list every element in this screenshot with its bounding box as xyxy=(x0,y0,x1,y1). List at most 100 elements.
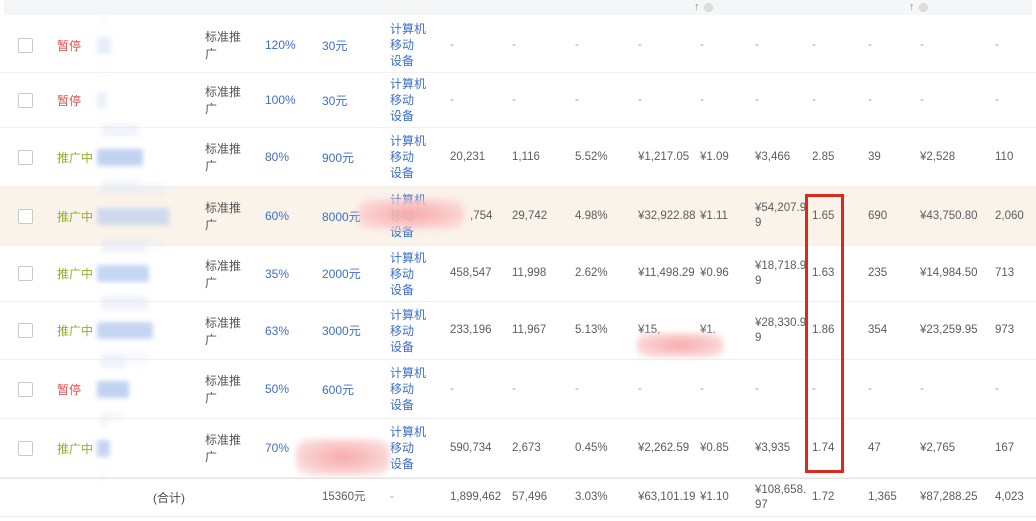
budget-link[interactable]: 30元 xyxy=(322,93,348,108)
row-checkbox[interactable] xyxy=(18,323,33,338)
table-header-strip: ↑ ↑ xyxy=(4,0,1032,15)
impressions-value: 590,734 xyxy=(450,441,492,454)
metric-10-value: 713 xyxy=(995,267,1015,279)
row-checkbox[interactable] xyxy=(18,37,33,53)
cost-value: ¥32,922.88 xyxy=(638,209,696,222)
budget-link[interactable]: 30元 xyxy=(322,38,348,53)
ctr-value: 4.98% xyxy=(575,209,608,222)
ctr-value: 5.52% xyxy=(575,150,608,163)
campaign-name-cell xyxy=(97,182,205,249)
device-link[interactable]: 计算机 移动 设备 xyxy=(390,250,427,297)
metric-10-cell: 973 xyxy=(995,302,1036,359)
row-checkbox[interactable] xyxy=(18,92,33,108)
metric-6-value: ¥3,935 xyxy=(755,441,791,454)
cost-value: - xyxy=(638,38,642,51)
metric-6-cell: ¥28,330.99 xyxy=(755,302,812,359)
metric-6-value: - xyxy=(755,382,759,395)
table-row: 推广中 标准推广 80% 900元 计算机 移动 设备 20,231 1,116 5.52% ¥1… xyxy=(0,123,1036,190)
impressions-value: - xyxy=(450,382,454,395)
metric-6-cell: ¥18,718.99 xyxy=(755,246,812,301)
budget-link[interactable]: 3000元 xyxy=(322,324,361,338)
ctr-cell: 2.62% xyxy=(572,246,638,301)
campaign-name-redacted[interactable] xyxy=(97,11,111,78)
budget-link[interactable]: 600元 xyxy=(322,382,355,397)
cost-value: ¥11,498.29 xyxy=(638,267,695,279)
impressions-cell: - xyxy=(450,73,512,127)
metric-6-cell: - xyxy=(755,360,812,418)
campaign-name-redacted[interactable] xyxy=(97,182,169,249)
bid-ratio-link[interactable]: 63% xyxy=(265,323,290,338)
budget-link[interactable]: 900元 xyxy=(322,150,355,165)
bid-ratio-cell: 120% xyxy=(250,18,305,72)
metric-8-value: 690 xyxy=(868,209,888,222)
bid-ratio-link[interactable]: 100% xyxy=(265,93,296,107)
cost-value: ¥2,262.59 xyxy=(638,441,690,454)
bid-ratio-link[interactable]: 35% xyxy=(265,266,290,281)
row-checkbox[interactable] xyxy=(18,440,33,456)
avg-click-price-value: - xyxy=(700,93,704,106)
cost-value: - xyxy=(638,382,642,395)
metric-7-value: - xyxy=(812,93,816,106)
metric-9-cell: ¥14,984.50 xyxy=(920,246,995,301)
device-link[interactable]: 计算机 移动 设备 xyxy=(390,307,427,354)
metric-10-value: - xyxy=(995,93,999,106)
row-checkbox[interactable] xyxy=(18,381,33,397)
budget-link[interactable]: 8000元 xyxy=(322,209,361,224)
budget-link[interactable]: 2000元 xyxy=(322,267,361,281)
clicks-value: 11,967 xyxy=(512,324,547,336)
row-checkbox[interactable] xyxy=(18,149,33,165)
help-icon[interactable] xyxy=(703,3,713,12)
cost-cell: ¥11,498.29 xyxy=(638,246,700,301)
bid-ratio-link[interactable]: 80% xyxy=(265,150,290,164)
ctr-value: - xyxy=(575,382,579,395)
avg-click-price-value: - xyxy=(700,38,704,51)
clicks-value: 29,742 xyxy=(512,209,548,222)
device-link[interactable]: 计算机 移动 设备 xyxy=(390,193,427,239)
promotion-type-label: 标准推广 xyxy=(205,433,242,464)
status-label: 推广中 xyxy=(57,209,94,224)
campaign-name-redacted[interactable] xyxy=(97,297,153,363)
metric-7-value: - xyxy=(812,38,816,51)
metric-9-cell: ¥43,750.80 xyxy=(920,187,995,245)
device-link[interactable]: 计算机 移动 设备 xyxy=(390,425,427,471)
sort-ascending-icon[interactable]: ↑ xyxy=(909,1,915,13)
promotion-type-label: 标准推广 xyxy=(205,258,242,290)
metric-9-value: ¥2,765 xyxy=(920,441,956,454)
ctr-cell: - xyxy=(572,360,638,418)
device-link[interactable]: 计算机 移动 设备 xyxy=(390,134,427,180)
bid-ratio-link[interactable]: 70% xyxy=(265,441,290,455)
help-icon[interactable] xyxy=(918,3,928,12)
avg-click-price-total-cell: ¥1.10 xyxy=(700,479,755,516)
device-link[interactable]: 计算机 移动 设备 xyxy=(390,366,427,412)
cost-cell: - xyxy=(638,73,700,127)
campaign-name-redacted[interactable] xyxy=(97,66,107,109)
status-cell: 暂停 xyxy=(50,360,97,418)
device-link[interactable]: 计算机 移动 设备 xyxy=(390,22,427,68)
campaign-name-redacted[interactable] xyxy=(97,240,149,306)
metric-10-value: 2,060 xyxy=(995,209,1024,222)
device-link[interactable]: 计算机 移动 设备 xyxy=(390,77,427,123)
campaign-name-redacted[interactable] xyxy=(97,123,143,190)
metric-8-cell: 235 xyxy=(868,246,920,301)
bid-ratio-link[interactable]: 120% xyxy=(265,38,296,52)
campaign-name-redacted[interactable] xyxy=(97,414,110,481)
avg-click-price-cell: ¥0.96 xyxy=(700,246,755,301)
promotion-type-cell: 标准推广 xyxy=(205,187,250,245)
bid-ratio-link[interactable]: 60% xyxy=(265,209,290,223)
metric-9-value: - xyxy=(920,38,924,51)
metric-9-cell: ¥2,528 xyxy=(920,128,995,186)
cost-cell: ¥15, xyxy=(638,302,700,359)
sort-ascending-icon[interactable]: ↑ xyxy=(694,1,700,13)
clicks-value: - xyxy=(512,382,516,395)
row-checkbox[interactable] xyxy=(18,266,33,281)
promotion-type-cell: 标准推广 xyxy=(205,18,250,72)
campaign-name-redacted[interactable] xyxy=(97,355,129,422)
metric-6-cell: - xyxy=(755,73,812,127)
bid-ratio-cell: 100% xyxy=(250,73,305,127)
bid-ratio-link[interactable]: 50% xyxy=(265,382,290,396)
row-checkbox[interactable] xyxy=(18,208,33,224)
budget-cell: 30元 xyxy=(305,73,390,127)
budget-cell: 900元 xyxy=(305,128,390,186)
column-sort-group: ↑ xyxy=(694,1,713,14)
device-cell: - xyxy=(390,479,450,516)
